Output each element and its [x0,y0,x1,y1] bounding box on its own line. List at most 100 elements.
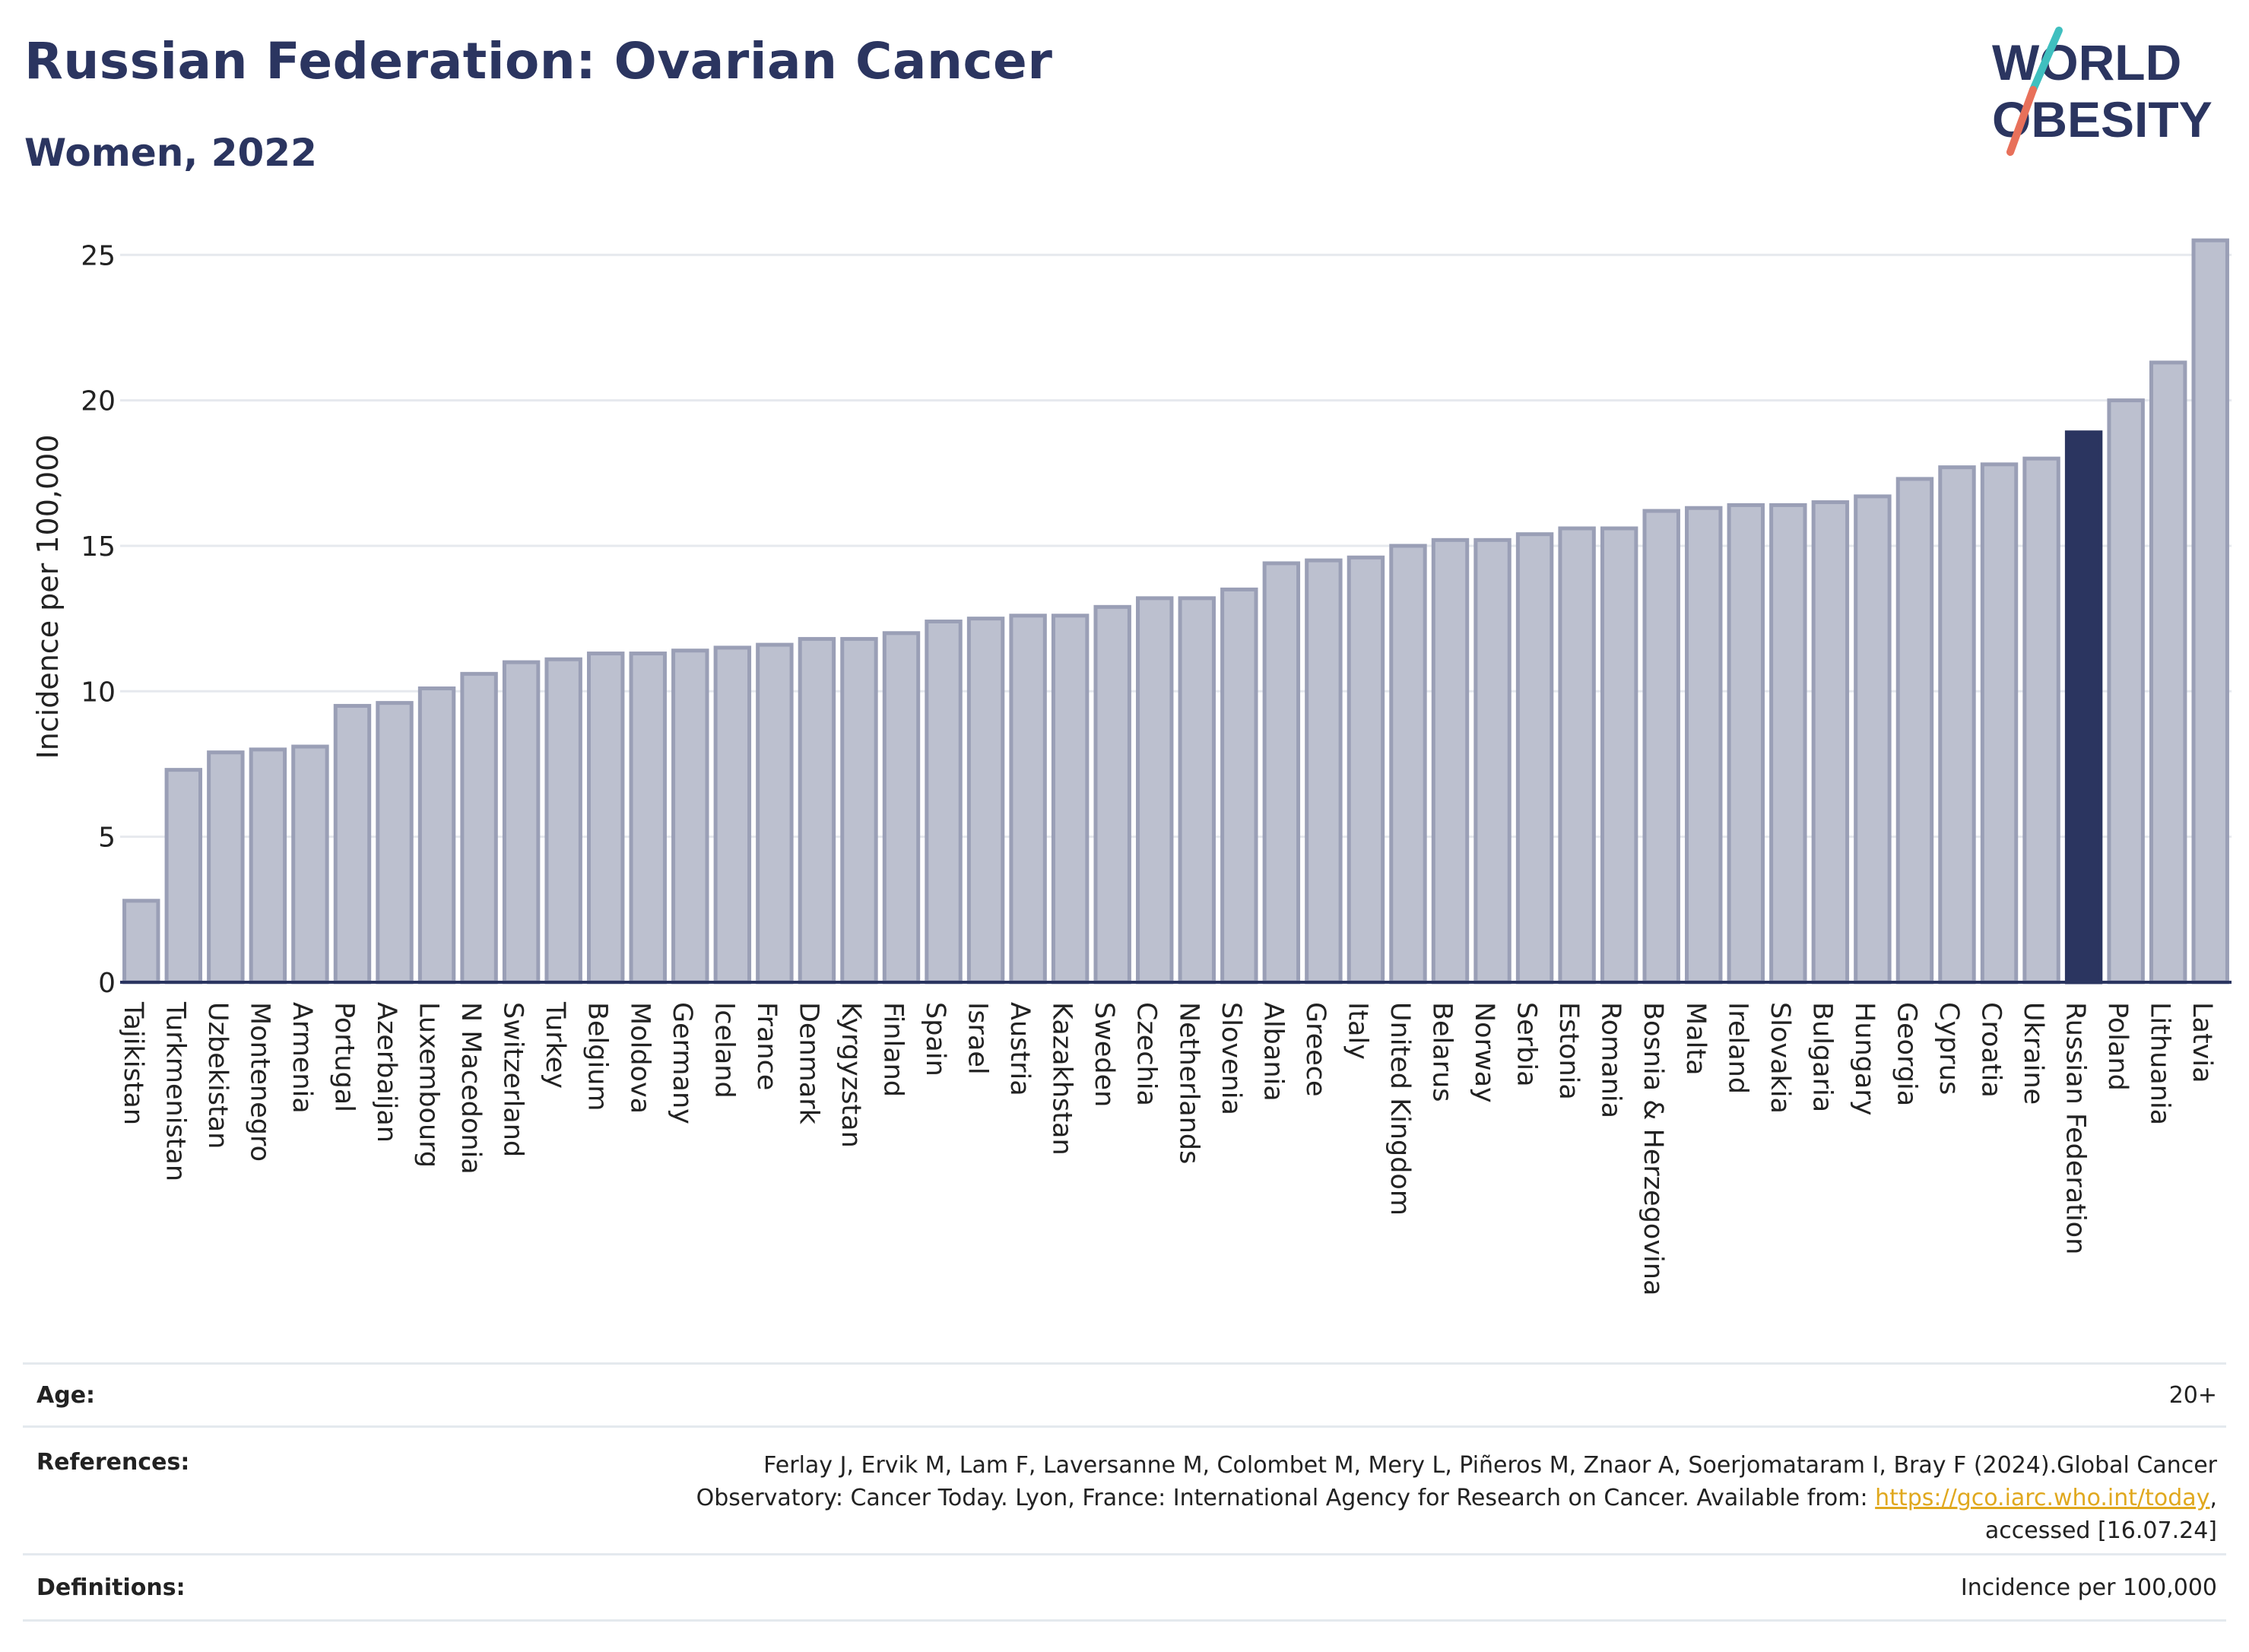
x-tick-label: Ukraine [2018,1002,2048,1105]
references-line3: accessed [16.07.24] [1984,1517,2217,1544]
bar-netherlands [1178,596,1216,985]
logo-slash-bottom [2006,86,2037,156]
y-tick-label: 15 [81,531,116,563]
y-tick-label: 25 [81,240,116,271]
info-row-definitions: Definitions: Incidence per 100,000 [23,1553,2226,1622]
x-tick-label: Tajikistan [118,1001,148,1125]
bar-kazakhstan [1051,614,1090,985]
bar-montenegro [249,747,287,985]
bar-lithuania [2149,360,2187,985]
x-tick-label: Kazakhstan [1047,1002,1077,1156]
logo-slash-top [2029,27,2063,94]
x-tick-label: Montenegro [244,1002,274,1162]
bar-kyrgyzstan [840,636,878,985]
x-tick-label: Romania [1596,1002,1626,1118]
y-tick-label: 0 [98,968,116,999]
bar-belgium [586,652,625,985]
x-tick-label: Bosnia & Herzegovina [1638,1002,1668,1295]
bar-united-kingdom [1389,544,1427,985]
bar-finland [882,631,921,985]
x-tick-label: Netherlands [1173,1002,1204,1164]
bar-georgia [1895,477,1934,985]
x-tick-label: Lithuania [2145,1002,2175,1125]
page-subtitle: Women, 2022 [24,131,317,175]
references-link[interactable]: https://gco.iarc.who.int/today [1875,1485,2210,1511]
bar-bulgaria [1811,500,1850,985]
bar-tajikistan [122,899,160,985]
age-value: 20+ [2168,1381,2217,1409]
logo-line1: WORLD [1992,34,2181,90]
x-tick-label: Belgium [582,1002,613,1111]
x-tick-label: Slovakia [1765,1002,1795,1114]
bar-israel [966,617,1005,985]
x-tick-label: Germany [667,1002,697,1124]
definitions-label: Definitions: [36,1574,186,1601]
x-tick-label: Estonia [1553,1002,1584,1100]
bar-ukraine [2022,456,2060,985]
bar-malta [1685,506,1723,985]
definitions-value: Incidence per 100,000 [1960,1574,2217,1601]
bars [122,238,2229,985]
bar-russian-federation [2064,430,2103,985]
bar-poland [2107,398,2145,985]
x-tick-label: Turkmenistan [160,1001,190,1181]
x-tick-label: Serbia [1511,1002,1542,1087]
bar-luxembourg [417,686,456,985]
references-label: References: [36,1449,190,1476]
x-tick-label: France [751,1002,782,1090]
x-tick-label: Greece [1300,1002,1331,1097]
page-title: Russian Federation: Ovarian Cancer [24,32,1053,90]
x-tick-label: Azerbaijan [371,1002,401,1143]
bar-austria [1009,614,1047,985]
world-obesity-logo: WORLD OBESITY [1992,27,2213,156]
references-value: Ferlay J, Ervik M, Lam F, Laversanne M, … [696,1449,2226,1547]
bar-cyprus [1938,465,1976,985]
x-tick-label: Ireland [1722,1002,1753,1094]
bar-turkmenistan [164,768,203,985]
x-tick-label: Switzerland [498,1002,528,1157]
bar-latvia [2191,238,2229,985]
bar-sweden [1093,604,1131,985]
x-tick-label: Austria [1004,1002,1035,1096]
x-tick-label: Russian Federation [2060,1002,2091,1254]
bar-spain [925,619,963,985]
x-tick-label: Slovenia [1216,1002,1246,1115]
bar-hungary [1854,494,1892,985]
bar-moldova [629,652,667,985]
bar-ireland [1727,503,1765,985]
x-tick-label: Sweden [1089,1002,1119,1107]
references-line1: Ferlay J, Ervik M, Lam F, Laversanne M, … [763,1452,2217,1479]
bar-belarus [1431,537,1470,985]
bar-slovakia [1769,503,1807,985]
x-tick-label: United Kingdom [1385,1002,1415,1216]
bar-greece [1305,558,1343,985]
x-tick-label: Finland [877,1002,908,1097]
bar-denmark [798,636,836,985]
x-tick-label: Spain [920,1002,950,1076]
bar-slovenia [1220,587,1258,985]
x-tick-label: Norway [1469,1002,1499,1103]
info-table: Age: 20+ References: Ferlay J, Ervik M, … [23,1362,2226,1622]
bar-italy [1347,555,1385,985]
bar-france [756,642,794,985]
x-tick-label: Israel [963,1002,993,1075]
x-tick-label: Uzbekistan [202,1002,233,1149]
bar-uzbekistan [207,750,245,985]
bar-turkey [544,657,582,985]
bar-norway [1473,537,1511,985]
references-line2-suffix: , [2209,1485,2217,1511]
bar-czechia [1136,596,1174,985]
x-tick-label: Albania [1258,1002,1288,1102]
x-tick-label: Moldova [624,1002,655,1114]
x-tick-label: Hungary [1849,1002,1879,1115]
y-tick-label: 20 [81,386,116,417]
x-tick-label: Georgia [1891,1002,1921,1106]
bar-bosnia-herzegovina [1642,509,1680,985]
bar-armenia [291,744,329,985]
x-tick-label: Luxembourg [414,1002,444,1168]
x-tick-label: N Macedonia [455,1002,486,1175]
bar-romania [1600,526,1638,985]
bar-serbia [1515,532,1554,985]
age-label: Age: [36,1381,96,1409]
bar-iceland [713,645,752,985]
